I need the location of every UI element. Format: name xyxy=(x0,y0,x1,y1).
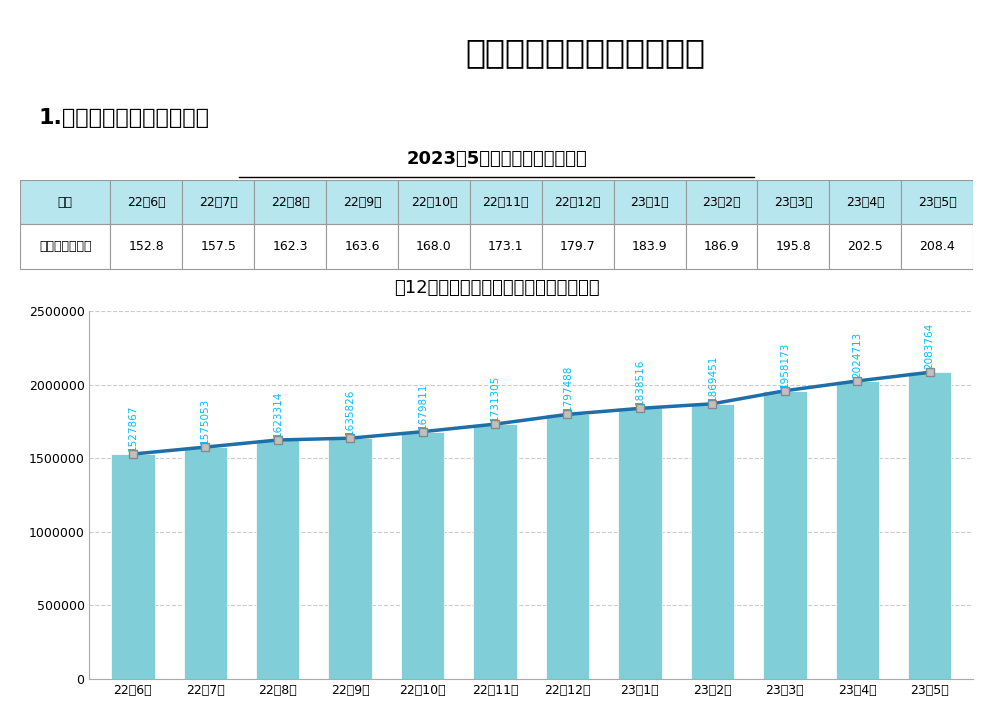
Bar xyxy=(329,438,372,679)
Text: 1527867: 1527867 xyxy=(128,404,138,451)
FancyBboxPatch shape xyxy=(20,224,110,269)
FancyBboxPatch shape xyxy=(758,224,829,269)
FancyBboxPatch shape xyxy=(902,180,973,224)
Bar xyxy=(474,424,516,679)
Text: 近12个月公共充电桩保有量（单位：台）: 近12个月公共充电桩保有量（单位：台） xyxy=(393,279,600,297)
Bar xyxy=(256,440,300,679)
Text: 1958173: 1958173 xyxy=(780,341,789,388)
Text: 186.9: 186.9 xyxy=(704,240,740,253)
FancyBboxPatch shape xyxy=(829,224,902,269)
Text: 162.3: 162.3 xyxy=(272,240,308,253)
Bar xyxy=(690,404,734,679)
Text: 23年2月: 23年2月 xyxy=(702,196,741,209)
Text: 月份: 月份 xyxy=(58,196,72,209)
Text: 2023年5月公共充电桩整体情况: 2023年5月公共充电桩整体情况 xyxy=(406,150,587,168)
FancyBboxPatch shape xyxy=(254,180,326,224)
Text: 179.7: 179.7 xyxy=(560,240,596,253)
Text: 22年8月: 22年8月 xyxy=(271,196,310,209)
FancyBboxPatch shape xyxy=(614,224,685,269)
FancyBboxPatch shape xyxy=(829,180,902,224)
Text: 23年1月: 23年1月 xyxy=(631,196,669,209)
FancyBboxPatch shape xyxy=(614,180,685,224)
FancyBboxPatch shape xyxy=(254,224,326,269)
Text: 202.5: 202.5 xyxy=(847,240,883,253)
Bar xyxy=(908,373,951,679)
FancyBboxPatch shape xyxy=(902,224,973,269)
Text: 23年3月: 23年3月 xyxy=(775,196,812,209)
Text: 22年6月: 22年6月 xyxy=(127,196,166,209)
Bar xyxy=(184,447,227,679)
FancyBboxPatch shape xyxy=(542,180,614,224)
FancyBboxPatch shape xyxy=(470,180,542,224)
Text: 23年4月: 23年4月 xyxy=(846,196,885,209)
Text: 一、充电基础设施整体情况: 一、充电基础设施整体情况 xyxy=(466,37,706,69)
Text: 22年12月: 22年12月 xyxy=(554,196,601,209)
Text: 1635826: 1635826 xyxy=(346,389,355,436)
Text: 1838516: 1838516 xyxy=(635,359,644,405)
Bar xyxy=(763,391,806,679)
Text: 183.9: 183.9 xyxy=(632,240,667,253)
FancyBboxPatch shape xyxy=(183,224,254,269)
Text: 1869451: 1869451 xyxy=(707,354,717,401)
Text: 1797488: 1797488 xyxy=(562,365,573,411)
Text: 168.0: 168.0 xyxy=(416,240,452,253)
FancyBboxPatch shape xyxy=(20,180,110,224)
FancyBboxPatch shape xyxy=(110,224,183,269)
Bar xyxy=(546,414,589,679)
Text: 195.8: 195.8 xyxy=(776,240,811,253)
Text: 1731305: 1731305 xyxy=(490,375,500,421)
Text: 23年5月: 23年5月 xyxy=(918,196,956,209)
Text: 1679811: 1679811 xyxy=(418,382,428,428)
FancyBboxPatch shape xyxy=(183,180,254,224)
Text: 保有量（万台）: 保有量（万台） xyxy=(39,240,91,253)
Text: 1575053: 1575053 xyxy=(201,398,211,444)
Text: 2083764: 2083764 xyxy=(924,323,934,369)
FancyBboxPatch shape xyxy=(398,180,470,224)
Text: 2024713: 2024713 xyxy=(852,332,862,378)
Bar xyxy=(401,432,444,679)
Text: 173.1: 173.1 xyxy=(488,240,523,253)
FancyBboxPatch shape xyxy=(758,180,829,224)
FancyBboxPatch shape xyxy=(542,224,614,269)
Text: 1.公共充电桩月度整体情况: 1.公共充电桩月度整体情况 xyxy=(39,108,210,129)
FancyBboxPatch shape xyxy=(398,224,470,269)
Text: 22年11月: 22年11月 xyxy=(483,196,529,209)
FancyBboxPatch shape xyxy=(470,224,542,269)
FancyBboxPatch shape xyxy=(326,180,398,224)
Text: 152.8: 152.8 xyxy=(128,240,164,253)
Text: 163.6: 163.6 xyxy=(345,240,379,253)
Text: 157.5: 157.5 xyxy=(201,240,236,253)
FancyBboxPatch shape xyxy=(685,224,758,269)
FancyBboxPatch shape xyxy=(110,180,183,224)
Bar xyxy=(835,381,879,679)
FancyBboxPatch shape xyxy=(326,224,398,269)
Text: 22年10月: 22年10月 xyxy=(411,196,457,209)
Bar xyxy=(619,409,661,679)
Text: 22年9月: 22年9月 xyxy=(343,196,381,209)
FancyBboxPatch shape xyxy=(685,180,758,224)
Bar xyxy=(111,454,155,679)
Text: 1623314: 1623314 xyxy=(273,391,283,437)
Text: 208.4: 208.4 xyxy=(920,240,955,253)
Text: 22年7月: 22年7月 xyxy=(199,196,237,209)
